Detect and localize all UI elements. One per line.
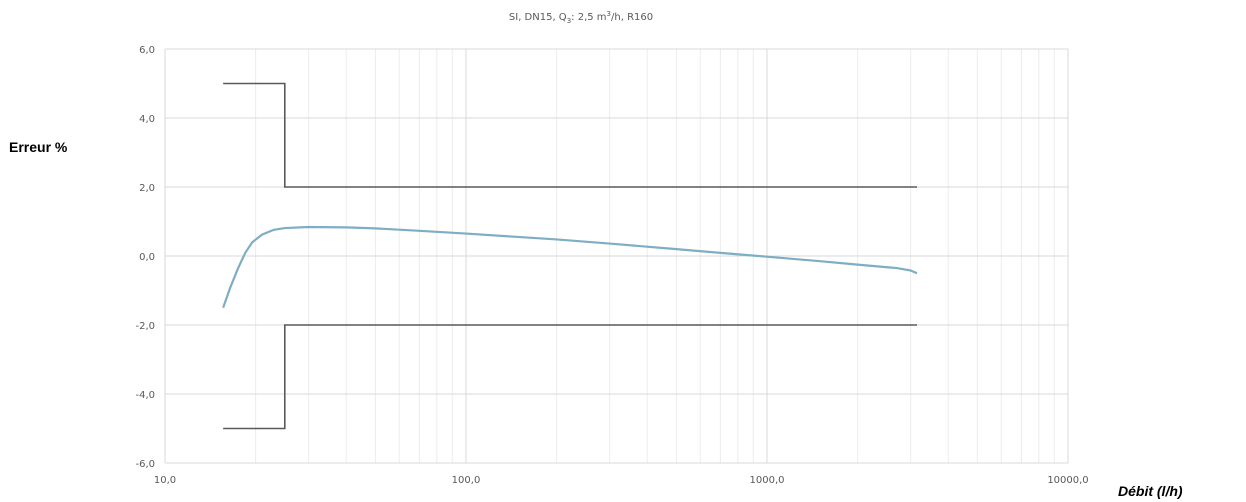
error-curve-line — [222, 225, 918, 309]
x-tick-label: 10000,0 — [1047, 475, 1088, 486]
grid — [164, 48, 1069, 464]
y-tick-label: -6,0 — [135, 459, 155, 470]
y-tick-label: 6,0 — [139, 45, 155, 56]
y-tick-label: -2,0 — [135, 321, 155, 332]
upper-tolerance-line — [223, 82, 917, 188]
lower-tolerance-line — [223, 324, 917, 430]
tick-labels: 6,0 4,0 2,0 0,0 -2,0 -4,0 -6,0 10,0 100,0 1000,0 1… — [135, 45, 1088, 486]
series-layer — [222, 82, 918, 430]
x-tick-label: 1000,0 — [750, 475, 785, 486]
y-tick-label: 4,0 — [139, 114, 155, 125]
x-tick-label: 10,0 — [154, 475, 176, 486]
y-tick-label: 0,0 — [139, 252, 155, 263]
x-tick-label: 100,0 — [452, 475, 481, 486]
chart-title: SI, DN15, Q3: 2,5 m3/h, R160 — [509, 10, 653, 25]
x-axis-title: Débit (l/h) — [1118, 483, 1183, 499]
y-tick-label: 2,0 — [139, 183, 155, 194]
y-axis-title: Erreur % — [9, 139, 68, 155]
y-tick-label: -4,0 — [135, 390, 155, 401]
